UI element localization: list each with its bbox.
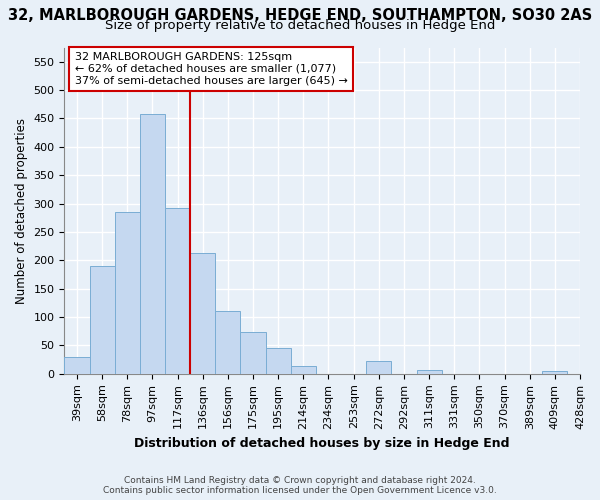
Bar (140, 114, 165, 374)
Bar (416, 370, 442, 374)
Bar (241, 332, 266, 374)
Bar (190, 253, 215, 374)
Text: 32, MARLBOROUGH GARDENS, HEDGE END, SOUTHAMPTON, SO30 2AS: 32, MARLBOROUGH GARDENS, HEDGE END, SOUT… (8, 8, 592, 22)
Bar (215, 312, 241, 374)
Text: Size of property relative to detached houses in Hedge End: Size of property relative to detached ho… (105, 18, 495, 32)
Bar (291, 366, 316, 374)
Bar (366, 362, 391, 374)
Bar (64, 357, 89, 374)
Bar (115, 212, 140, 374)
Bar (266, 348, 291, 374)
Y-axis label: Number of detached properties: Number of detached properties (15, 118, 28, 304)
Text: Contains HM Land Registry data © Crown copyright and database right 2024.
Contai: Contains HM Land Registry data © Crown c… (103, 476, 497, 495)
Bar (542, 371, 568, 374)
Bar (89, 266, 115, 374)
X-axis label: Distribution of detached houses by size in Hedge End: Distribution of detached houses by size … (134, 437, 510, 450)
Text: 32 MARLBOROUGH GARDENS: 125sqm
← 62% of detached houses are smaller (1,077)
37% : 32 MARLBOROUGH GARDENS: 125sqm ← 62% of … (75, 52, 347, 86)
Bar (165, 208, 190, 374)
